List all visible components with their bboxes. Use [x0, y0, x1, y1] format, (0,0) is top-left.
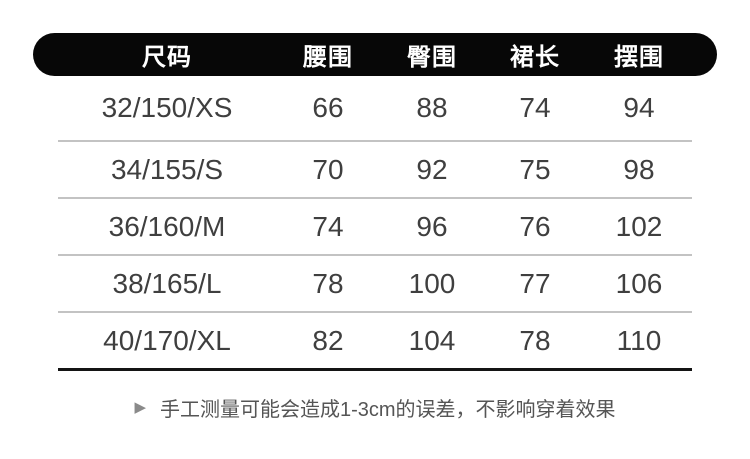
table-bottom-rule	[58, 368, 692, 371]
hem-cell: 106	[615, 267, 663, 299]
waist-cell: 66	[312, 92, 344, 123]
size-cell: 34/155/S	[110, 153, 224, 185]
hem-cell: 94	[623, 92, 655, 123]
header-cell-waist: 腰围	[303, 44, 353, 71]
size-cell: 38/165/L	[112, 267, 222, 299]
measurement-note-text: 手工测量可能会造成1-3cm的误差，不影响穿着效果	[159, 399, 616, 421]
size-cell: 40/170/XL	[103, 324, 231, 356]
size-cell: 32/150/XS	[101, 92, 233, 123]
hip-cell: 100	[408, 267, 456, 299]
skirt-length-cell: 74	[519, 92, 551, 123]
row-divider	[58, 311, 692, 313]
skirt-length-cell: 75	[519, 153, 551, 185]
skirt-length-cell: 76	[519, 210, 551, 242]
table-row: 40/170/XL 82 104 78 110	[33, 313, 717, 368]
skirt-length-cell: 77	[519, 267, 551, 299]
row-divider	[58, 254, 692, 256]
hip-cell: 96	[416, 210, 448, 242]
size-chart-table: 尺码 腰围 臀围 裙长 摆围 32/150/XS 66 88 74 94 34/…	[33, 33, 717, 422]
waist-cell: 78	[312, 267, 344, 299]
table-row: 38/165/L 78 100 77 106	[33, 256, 717, 311]
table-header-row: 尺码 腰围 臀围 裙长 摆围	[33, 33, 717, 76]
header-cell-size: 尺码	[142, 44, 192, 71]
hip-cell: 92	[416, 153, 448, 185]
header-cell-hip: 臀围	[407, 44, 457, 71]
row-divider	[58, 140, 692, 142]
hem-cell: 110	[616, 324, 662, 356]
table-row: 32/150/XS 66 88 74 94	[33, 76, 717, 140]
header-cell-hem: 摆围	[614, 44, 664, 71]
table-row: 34/155/S 70 92 75 98	[33, 142, 717, 197]
measurement-note: ▶ 手工测量可能会造成1-3cm的误差，不影响穿着效果	[33, 393, 717, 422]
hip-cell: 88	[416, 92, 448, 123]
skirt-length-cell: 78	[519, 324, 551, 356]
waist-cell: 70	[312, 153, 344, 185]
table-row: 36/160/M 74 96 76 102	[33, 199, 717, 254]
hem-cell: 98	[623, 153, 655, 185]
hip-cell: 104	[408, 324, 456, 356]
triangle-right-icon: ▶	[134, 399, 146, 416]
waist-cell: 74	[312, 210, 344, 242]
header-cell-skirt-length: 裙长	[510, 44, 560, 71]
row-divider	[58, 197, 692, 199]
waist-cell: 82	[312, 324, 344, 356]
hem-cell: 102	[615, 210, 663, 242]
size-cell: 36/160/M	[108, 210, 226, 242]
